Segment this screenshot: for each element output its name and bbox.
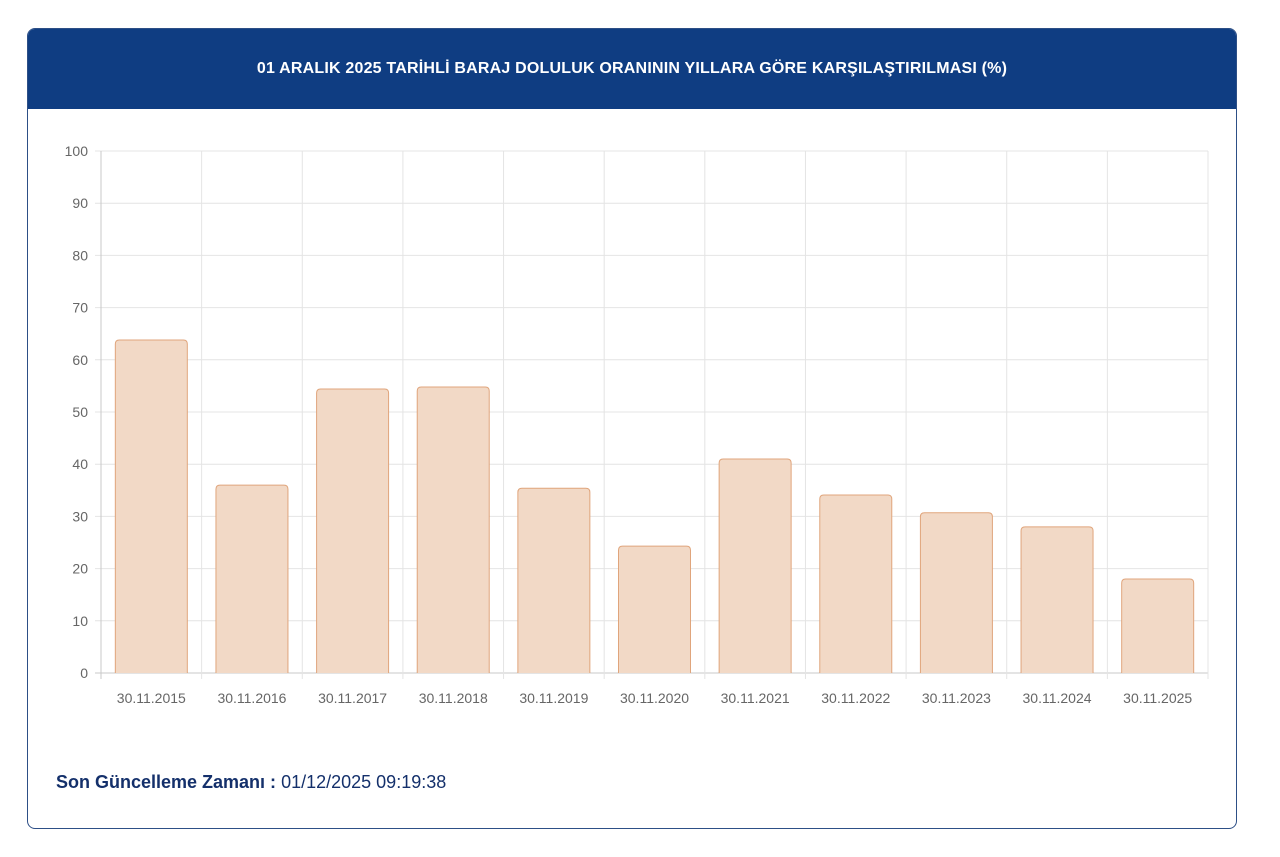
last-update: Son Güncelleme Zamanı : 01/12/2025 09:19…: [56, 772, 446, 793]
last-update-value: 01/12/2025 09:19:38: [281, 772, 447, 792]
bar: [919, 512, 993, 673]
y-tick-label: 30: [72, 508, 88, 524]
bar: [517, 487, 591, 673]
bar: [819, 494, 893, 673]
y-tick-label: 100: [65, 143, 89, 159]
y-tick-label: 40: [72, 456, 88, 472]
y-tick-label: 80: [72, 247, 88, 263]
x-tick-label: 30.11.2015: [117, 690, 186, 706]
bar: [618, 545, 691, 673]
y-tick-label: 50: [72, 404, 88, 420]
chart-title: 01 ARALIK 2025 TARİHLİ BARAJ DOLULUK ORA…: [28, 29, 1236, 109]
chart-card: 01 ARALIK 2025 TARİHLİ BARAJ DOLULUK ORA…: [27, 28, 1237, 829]
bar: [1121, 578, 1195, 673]
bar: [1020, 526, 1094, 673]
y-tick-label: 70: [72, 300, 88, 316]
y-tick-label: 0: [80, 665, 88, 681]
y-tick-label: 90: [72, 195, 88, 211]
x-tick-label: 30.11.2021: [721, 690, 790, 706]
y-tick-label: 60: [72, 352, 88, 368]
x-tick-label: 30.11.2019: [519, 690, 588, 706]
x-tick-label: 30.11.2017: [318, 690, 387, 706]
bar: [718, 458, 792, 673]
x-tick-label: 30.11.2020: [620, 690, 689, 706]
y-tick-label: 20: [72, 561, 88, 577]
x-tick-label: 30.11.2016: [217, 690, 286, 706]
bar: [316, 388, 390, 673]
bar: [114, 339, 188, 673]
bar: [416, 386, 490, 673]
last-update-label: Son Güncelleme Zamanı :: [56, 772, 277, 792]
y-tick-label: 10: [72, 613, 88, 629]
x-tick-label: 30.11.2025: [1123, 690, 1192, 706]
bar: [215, 484, 289, 673]
x-tick-label: 30.11.2023: [922, 690, 991, 706]
x-tick-label: 30.11.2024: [1023, 690, 1092, 706]
x-tick-label: 30.11.2018: [419, 690, 488, 706]
x-tick-label: 30.11.2022: [821, 690, 890, 706]
